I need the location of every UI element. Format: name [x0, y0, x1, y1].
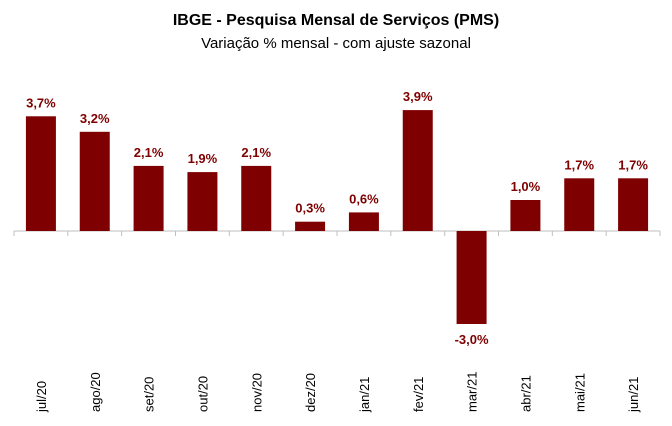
category-label: mar/21	[465, 372, 480, 412]
data-label: 0,3%	[295, 201, 325, 216]
category-label: set/20	[142, 377, 157, 412]
data-label: 1,0%	[511, 179, 541, 194]
bar-set-20	[133, 165, 164, 231]
category-label: jun/21	[626, 377, 641, 413]
bar-mai-21	[564, 178, 595, 231]
data-label: -3,0%	[455, 332, 489, 347]
category-label: nov/20	[249, 373, 264, 412]
category-label: ago/20	[88, 372, 103, 412]
category-label: out/20	[195, 376, 210, 412]
category-label: dez/20	[303, 373, 318, 412]
data-label: 1,7%	[618, 157, 648, 172]
bar-mar-21	[456, 231, 487, 324]
category-label: jul/20	[34, 381, 49, 413]
category-label: mai/21	[572, 373, 587, 412]
bar-ago-20	[79, 131, 110, 231]
category-label: fev/21	[411, 377, 426, 412]
data-label: 3,7%	[26, 95, 56, 110]
data-label: 3,9%	[403, 89, 433, 104]
bar-jul-20	[25, 116, 56, 231]
bar-fev-21	[402, 110, 433, 231]
bar-out-20	[187, 172, 218, 231]
bar-jan-21	[348, 212, 379, 231]
bar-abr-21	[510, 200, 541, 231]
data-label: 0,6%	[349, 191, 379, 206]
category-label: abr/21	[518, 375, 533, 412]
data-label: 2,1%	[134, 145, 164, 160]
chart-subtitle: Variação % mensal - com ajuste sazonal	[201, 35, 471, 52]
chart-title: IBGE - Pesquisa Mensal de Serviços (PMS)	[172, 12, 500, 29]
data-label: 1,7%	[564, 157, 594, 172]
data-label: 1,9%	[188, 151, 218, 166]
bar-dez-20	[295, 221, 326, 231]
bar-jun-21	[618, 178, 649, 231]
bar-nov-20	[241, 165, 272, 231]
data-label: 2,1%	[241, 145, 271, 160]
category-label: jan/21	[357, 377, 372, 413]
data-label: 3,2%	[80, 111, 110, 126]
